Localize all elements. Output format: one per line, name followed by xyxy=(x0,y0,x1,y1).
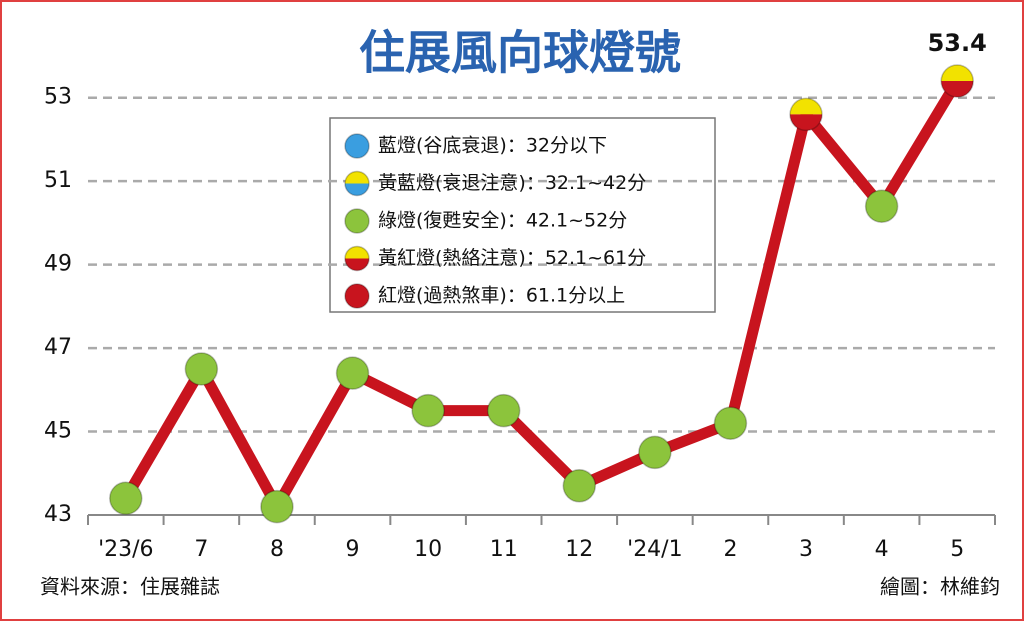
marker-fill xyxy=(345,134,369,158)
marker-rim xyxy=(344,245,370,272)
marker-rim xyxy=(344,208,370,234)
series-line xyxy=(121,78,962,513)
marker xyxy=(260,489,294,524)
legend-label: 藍燈(谷底衰退)：32分以下 xyxy=(378,135,607,157)
marker-top xyxy=(345,246,369,259)
x-tick-label: 11 xyxy=(490,537,518,562)
marker xyxy=(562,469,597,503)
marker-fill xyxy=(336,357,369,390)
marker-fill xyxy=(345,209,369,233)
x-tick-label: 3 xyxy=(799,537,813,562)
x-tick-label: 9 xyxy=(346,537,360,562)
marker-bottom xyxy=(345,258,369,271)
chart-title: 住展風向球燈號 xyxy=(359,26,681,80)
marker xyxy=(638,435,672,470)
y-tick-label: 45 xyxy=(44,419,72,444)
marker-rim xyxy=(260,489,294,524)
marker xyxy=(109,481,143,516)
y-tick-label: 53 xyxy=(44,85,72,110)
marker-rim xyxy=(344,170,370,197)
marker-rim xyxy=(344,133,370,159)
legend-label: 黃藍燈(衰退注意)：32.1~42分 xyxy=(378,172,646,194)
marker-fill xyxy=(563,469,596,502)
marker-rim xyxy=(344,283,370,309)
marker-top xyxy=(790,98,823,115)
marker-rim xyxy=(486,393,521,428)
marker xyxy=(335,356,370,390)
marker-bottom xyxy=(941,81,974,98)
y-tick-label: 51 xyxy=(44,168,72,193)
marker-fill xyxy=(109,482,142,515)
marker-bottom xyxy=(790,114,823,131)
marker-top xyxy=(941,65,974,82)
legend-swatch xyxy=(344,170,370,197)
marker-rim xyxy=(864,189,899,223)
y-tick-label: 49 xyxy=(44,252,72,277)
marker xyxy=(411,393,445,428)
x-tick-label: 8 xyxy=(270,537,284,562)
marker-rim xyxy=(789,97,823,132)
marker xyxy=(184,352,219,386)
source: 資料來源：住展雜誌 xyxy=(40,575,220,599)
x-tick-label: '23/6 xyxy=(98,537,153,562)
x-tick-label: 2 xyxy=(723,537,737,562)
legend-label: 黃紅燈(熱絡注意)：52.1~61分 xyxy=(378,247,646,269)
marker-fill xyxy=(865,190,898,223)
marker-rim xyxy=(411,393,445,428)
marker-fill xyxy=(412,394,445,427)
legend-box xyxy=(329,117,716,313)
marker-top xyxy=(345,171,369,184)
marker-rim xyxy=(184,352,219,386)
marker-fill xyxy=(345,284,369,308)
legend-label: 紅燈(過熱煞車)：61.1分以上 xyxy=(378,285,625,307)
marker-fill xyxy=(260,490,293,523)
marker xyxy=(940,64,974,98)
marker xyxy=(713,406,748,440)
marker-rim xyxy=(109,481,143,516)
legend-swatch xyxy=(344,133,370,159)
x-tick-label: '24/1 xyxy=(627,537,682,562)
marker xyxy=(789,97,823,132)
marker-bottom xyxy=(345,183,369,196)
legend-swatch xyxy=(344,208,370,234)
x-tick-label: 4 xyxy=(875,537,889,562)
x-tick-label: 5 xyxy=(950,537,964,562)
value-label: 53.4 xyxy=(928,29,987,57)
marker-fill xyxy=(185,352,218,385)
marker-rim xyxy=(713,406,748,440)
marker-rim xyxy=(940,64,974,98)
y-tick-label: 47 xyxy=(44,335,72,360)
marker-fill xyxy=(487,394,520,427)
marker-rim xyxy=(638,435,672,470)
marker-fill xyxy=(638,436,671,469)
x-tick-label: 7 xyxy=(194,537,208,562)
marker-rim xyxy=(562,469,597,503)
y-tick-label: 43 xyxy=(44,502,72,527)
credit: 繪圖：林維鈞 xyxy=(880,575,1000,599)
marker xyxy=(864,189,899,223)
marker xyxy=(486,393,521,428)
legend-swatch xyxy=(344,245,370,272)
marker-rim xyxy=(335,356,370,390)
x-tick-label: 12 xyxy=(565,537,593,562)
marker-fill xyxy=(714,407,747,440)
legend-swatch xyxy=(344,283,370,309)
legend-label: 綠燈(復甦安全)：42.1~52分 xyxy=(378,210,627,232)
x-tick-label: 10 xyxy=(414,537,442,562)
